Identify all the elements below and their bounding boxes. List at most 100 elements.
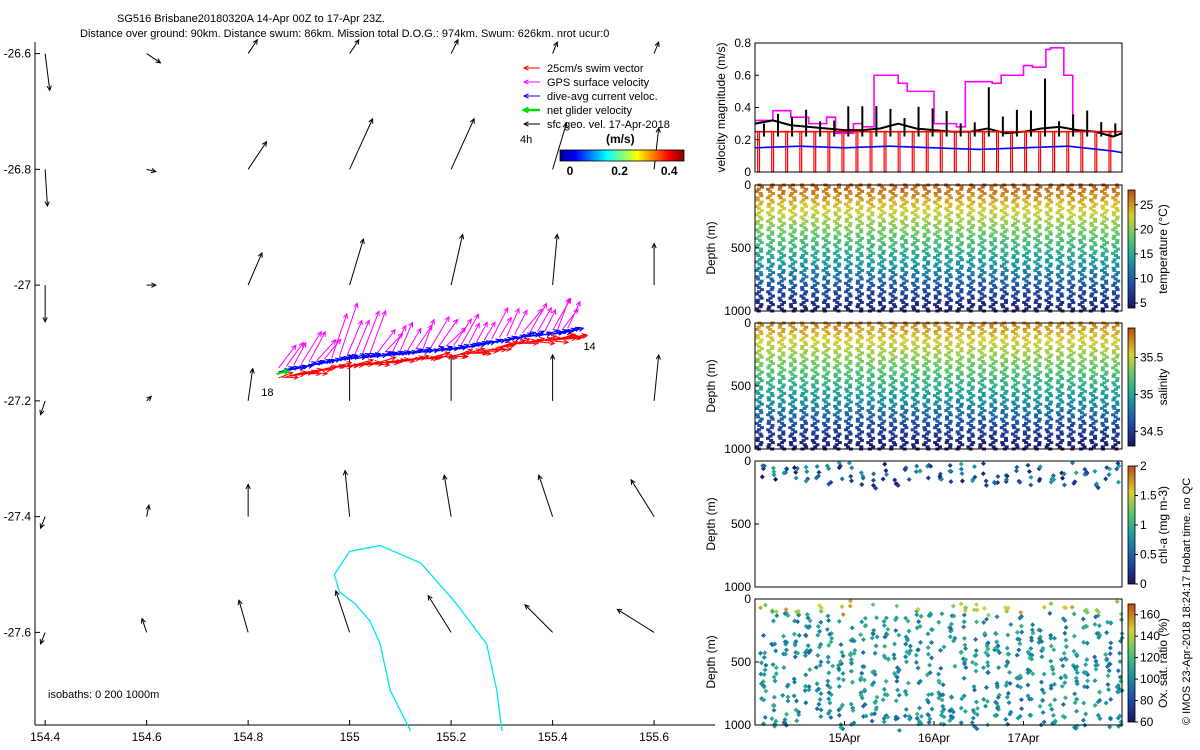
- salinity-dive-point: [788, 402, 793, 406]
- temperature-dive-point: [922, 202, 927, 206]
- salinity-dive-point: [799, 417, 804, 421]
- salinity-dive-point: [1024, 394, 1029, 398]
- salinity-dive-point: [981, 415, 986, 419]
- salinity-dive-point: [890, 353, 895, 357]
- legend-time-label: 4h: [520, 134, 532, 146]
- salinity-dive-point: [788, 426, 793, 430]
- temperature-dive-point: [1104, 249, 1109, 253]
- dive-avg-arrow-shaft: [533, 330, 545, 337]
- salinity-dive-point: [1002, 349, 1007, 353]
- gps-velocity-arrow-head: [374, 310, 380, 317]
- temperature-dive-point: [1037, 249, 1042, 253]
- salinity-dive-point: [759, 355, 764, 359]
- salinity-dive-point: [800, 323, 805, 327]
- sfc-geo-arrow-head: [342, 469, 349, 476]
- temperature-dive-point: [837, 256, 842, 260]
- salinity-dive-point: [1113, 443, 1118, 447]
- swim-vector-arrow-shaft: [544, 337, 560, 342]
- salinity-dive-point: [1100, 351, 1105, 355]
- temperature-dive-point: [991, 307, 996, 311]
- temperature-dive-point: [758, 294, 763, 298]
- salinity-dive-point: [767, 374, 772, 378]
- temperature-dive-point: [778, 243, 783, 247]
- temperature-dive-point: [768, 296, 773, 300]
- salinity-dive-point: [1068, 349, 1073, 353]
- temperature-dive-point: [892, 211, 897, 215]
- temperature-dive-point: [969, 286, 974, 290]
- salinity-dive-point: [966, 398, 971, 402]
- salinity-dive-point: [802, 387, 807, 391]
- temperature-dive-point: [1082, 260, 1087, 264]
- temperature-dive-point: [777, 296, 782, 300]
- salinity-dive-point: [800, 402, 805, 406]
- temperature-dive-point: [960, 273, 965, 277]
- temperature-dive-point: [754, 204, 759, 208]
- chla-sample-point: [902, 466, 908, 472]
- temperature-dive-point: [912, 204, 917, 208]
- temperature-dive-point: [1079, 230, 1084, 234]
- temperature-dive-point: [971, 200, 976, 204]
- salinity-dive-point: [902, 443, 907, 447]
- salinity-dive-point: [1010, 409, 1015, 413]
- salinity-dive-point: [770, 417, 775, 421]
- gps-velocity-arrow-head: [565, 297, 571, 304]
- temperature-dive-point: [911, 196, 916, 200]
- temperature-dive-point: [1068, 290, 1073, 294]
- temperature-dive-point: [847, 268, 852, 272]
- salinity-dive-point: [936, 336, 941, 340]
- chla-sample-point: [836, 465, 842, 471]
- temperature-dive-point: [1071, 228, 1076, 232]
- swim-vector-arrow: [434, 351, 451, 358]
- salinity-dive-point: [892, 394, 897, 398]
- sfc-geo-arrow-head: [39, 409, 45, 416]
- salinity-dive-point: [990, 370, 995, 374]
- salinity-dive-point: [810, 377, 815, 381]
- salinity-dive-point: [922, 370, 927, 374]
- salinity-dive-point: [858, 389, 863, 393]
- salinity-dive-point: [955, 391, 960, 395]
- salinity-dive-point: [857, 432, 862, 436]
- swim-speed-dip: [911, 131, 915, 173]
- salinity-dive-point: [800, 426, 805, 430]
- salinity-dive-point: [1093, 349, 1098, 353]
- temperature-dive-point: [924, 275, 929, 279]
- sfc-geo-arrow: [653, 126, 661, 170]
- salinity-dive-point: [758, 409, 763, 413]
- salinity-dive-point: [967, 357, 972, 361]
- temperature-dive-point: [981, 253, 986, 257]
- salinity-dive-point: [992, 398, 997, 402]
- temperature-dive-point: [934, 239, 939, 243]
- map-y-tick-label: -26.6: [4, 47, 32, 61]
- salinity-dive-point: [1002, 344, 1007, 348]
- temperature-dive-point: [815, 226, 820, 230]
- salinity-dive-point: [1015, 421, 1020, 425]
- salinity-dive-point: [890, 334, 895, 338]
- temperature-dive-point: [1046, 273, 1051, 277]
- salinity-dive-point: [993, 415, 998, 419]
- velocity-y-tick-label: 0: [744, 165, 751, 179]
- temperature-dive-point: [1058, 256, 1063, 260]
- temperature-dive-point: [1036, 215, 1041, 219]
- temperature-dive-point: [844, 266, 849, 270]
- dive-avg-arrow-shaft: [423, 349, 434, 353]
- temperature-dive-point: [1046, 194, 1051, 198]
- temperature-dive-point: [870, 260, 875, 264]
- salinity-dive-point: [826, 394, 831, 398]
- salinity-dive-point: [1055, 411, 1060, 415]
- temperature-dive-point: [847, 200, 852, 204]
- temperature-dive-point: [1012, 209, 1017, 213]
- salinity-dive-point: [833, 349, 838, 353]
- temperature-dive-point: [1045, 292, 1050, 296]
- salinity-dive-point: [790, 432, 795, 436]
- temperature-dive-point: [859, 253, 864, 257]
- temperature-dive-point: [756, 206, 761, 210]
- salinity-dive-point: [803, 421, 808, 425]
- salinity-dive-point: [1090, 362, 1095, 366]
- gps-velocity-arrow: [392, 324, 407, 352]
- temperature-dive-point: [990, 279, 995, 283]
- salinity-dive-point: [989, 347, 994, 351]
- gps-velocity-arrow-shaft: [506, 308, 520, 337]
- temperature-dive-point: [845, 264, 850, 268]
- temperature-dive-point: [770, 256, 775, 260]
- salinity-dive-point: [756, 325, 761, 329]
